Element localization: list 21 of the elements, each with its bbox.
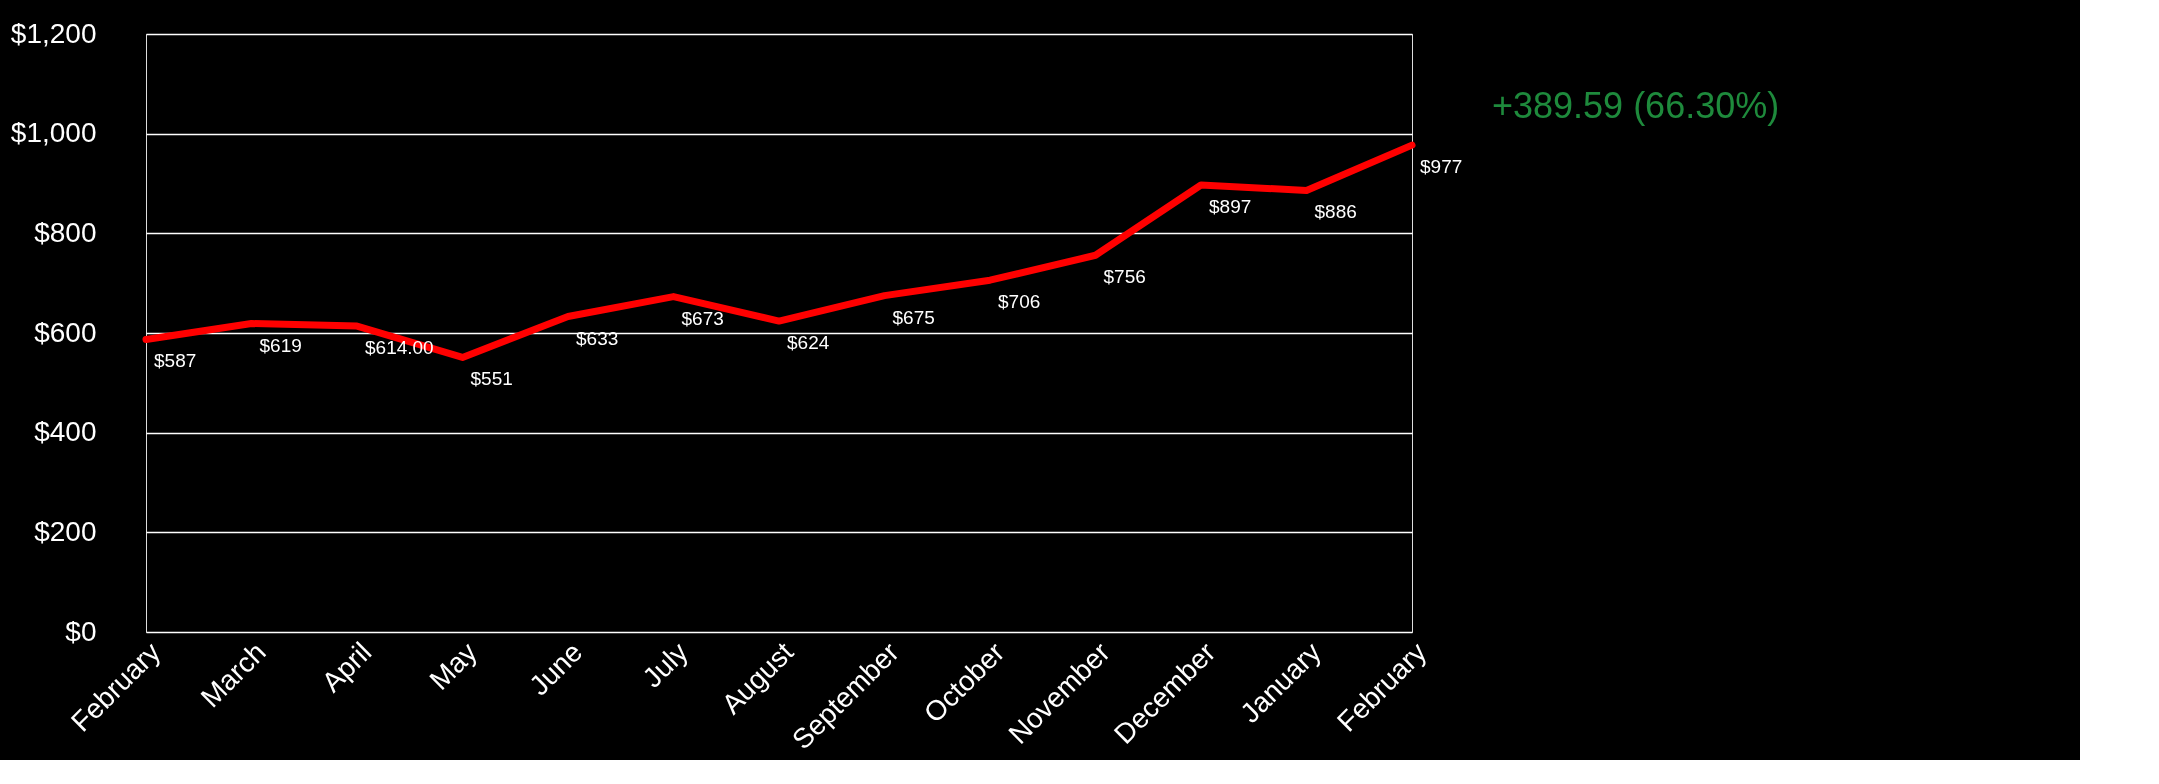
data-label: $624 bbox=[787, 332, 830, 354]
x-tick-label: May bbox=[423, 636, 483, 696]
y-tick-label: $400 bbox=[34, 416, 97, 448]
y-tick-label: $800 bbox=[34, 216, 97, 248]
data-label: $551 bbox=[470, 368, 513, 390]
y-tick-label: $1,000 bbox=[10, 117, 97, 149]
y-tick-label: $200 bbox=[34, 515, 97, 547]
x-tick-label: July bbox=[636, 636, 694, 694]
data-label: $977 bbox=[1420, 156, 1463, 178]
y-tick-label: $600 bbox=[34, 316, 97, 348]
data-label: $675 bbox=[892, 306, 935, 328]
text: +389.59 (66.30%) bbox=[1492, 85, 1780, 127]
data-label: $587 bbox=[154, 350, 197, 372]
data-label: $756 bbox=[1103, 266, 1146, 288]
y-tick-label: $1,200 bbox=[10, 17, 97, 49]
data-label: $673 bbox=[681, 307, 724, 329]
data-label: $897 bbox=[1209, 195, 1252, 217]
data-label: $706 bbox=[998, 291, 1041, 313]
data-label: $886 bbox=[1314, 201, 1357, 223]
data-label: $619 bbox=[259, 334, 302, 356]
y-tick-label: $0 bbox=[65, 615, 97, 647]
